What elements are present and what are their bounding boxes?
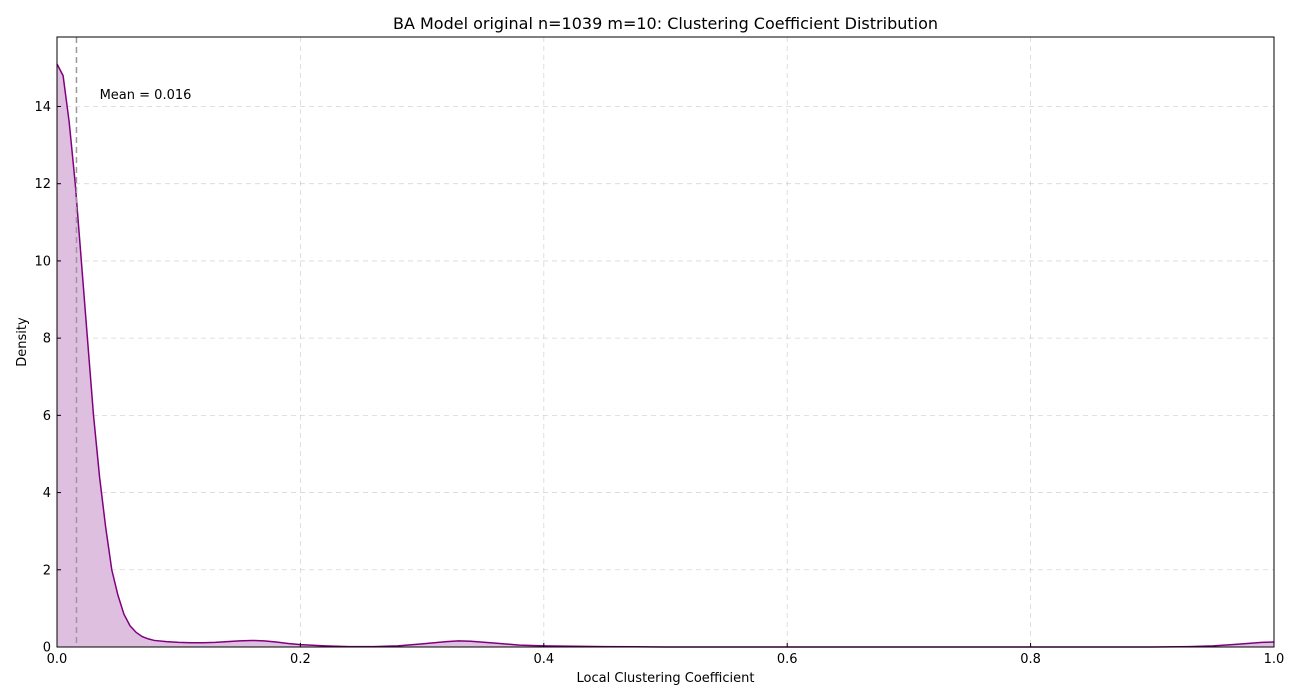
x-axis: 0.0 0.2 0.4 0.6 0.8 1.0: [47, 643, 1285, 667]
y-tick-label: 2: [43, 563, 51, 578]
y-tick-label: 4: [43, 486, 51, 501]
annotations: Mean = 0.016: [100, 88, 192, 103]
y-axis-label: Density: [15, 317, 30, 367]
x-tick-label: 0.2: [290, 652, 311, 667]
x-tick-label: 0.0: [47, 652, 68, 667]
y-tick-label: 8: [43, 332, 51, 347]
kde-fill-area: [57, 64, 1274, 647]
y-tick-label: 10: [34, 254, 51, 269]
y-tick-label: 14: [34, 100, 51, 115]
kde-curve: [56, 63, 1275, 648]
y-axis: 0 2 4 6 8 10 12 14: [34, 100, 61, 656]
plot-frame: [56, 36, 1275, 648]
x-tick-label: 0.4: [533, 652, 554, 667]
mean-annotation: Mean = 0.016: [100, 88, 192, 103]
grid-lines: [57, 37, 1274, 647]
x-tick-label: 1.0: [1264, 652, 1285, 667]
x-tick-label: 0.8: [1020, 652, 1041, 667]
y-tick-label: 12: [34, 177, 51, 192]
x-axis-label: Local Clustering Coefficient: [577, 671, 755, 686]
y-tick-label: 0: [43, 641, 51, 656]
plot-area: [56, 37, 1275, 648]
chart-title: BA Model original n=1039 m=10: Clusterin…: [393, 14, 938, 33]
y-tick-label: 6: [43, 409, 51, 424]
x-tick-label: 0.6: [777, 652, 798, 667]
